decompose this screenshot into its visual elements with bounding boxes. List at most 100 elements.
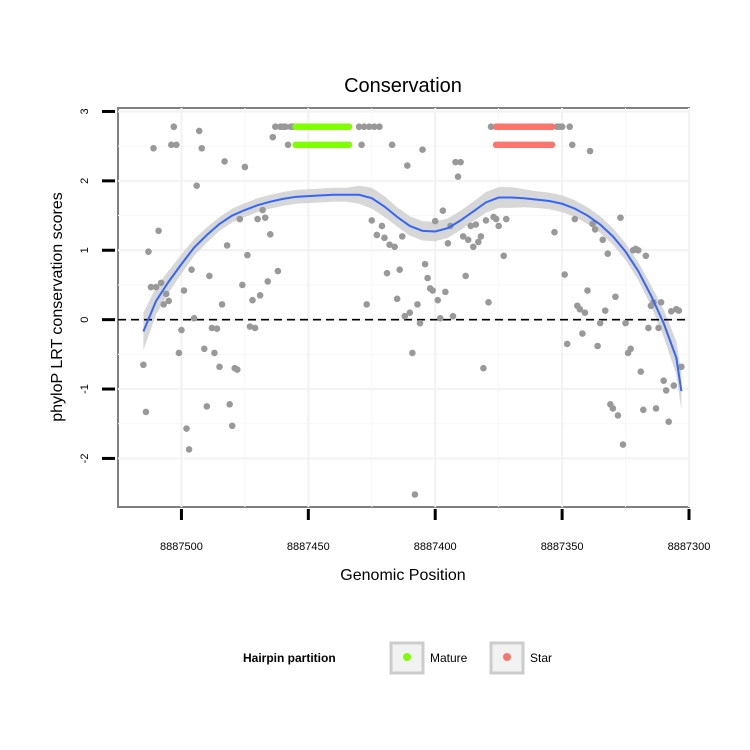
data-point [170, 123, 178, 131]
data-point [591, 226, 599, 233]
y-tick-label: -2 [79, 454, 91, 464]
data-point [264, 278, 272, 285]
data-point [495, 222, 502, 230]
y-tick-label: 2 [79, 178, 91, 184]
data-point [678, 363, 685, 371]
x-axis-label: Genomic Position [340, 567, 465, 584]
star-point [492, 141, 500, 149]
data-point [256, 292, 264, 299]
mature-point [292, 123, 299, 131]
data-point [180, 287, 188, 294]
legend-label-star: Star [530, 651, 552, 665]
data-point [472, 221, 480, 228]
data-point [558, 123, 566, 131]
grid-lines [118, 108, 690, 507]
x-tick-label: 8887350 [541, 541, 584, 553]
data-point [477, 233, 485, 240]
legend-title: Hairpin partition [243, 651, 336, 665]
data-point [617, 214, 624, 221]
data-point [254, 215, 261, 223]
data-point [162, 290, 170, 298]
data-point [241, 163, 249, 171]
data-point [419, 146, 426, 153]
data-point [140, 361, 147, 369]
data-point [221, 158, 228, 165]
data-point [576, 305, 584, 313]
data-point [396, 266, 403, 273]
data-point [211, 349, 218, 357]
data-point [609, 405, 617, 412]
data-point [670, 382, 678, 389]
data-point [368, 217, 376, 224]
data-point [642, 252, 650, 260]
data-point [459, 233, 467, 240]
data-point [640, 406, 647, 414]
data-point [358, 141, 365, 149]
y-axis: -2 -1 0 1 2 3 [79, 108, 115, 463]
data-point [500, 252, 508, 260]
data-point [452, 158, 459, 166]
data-point [442, 288, 449, 296]
data-point [424, 274, 431, 282]
data-point [612, 293, 619, 301]
data-point [206, 272, 213, 280]
data-point [645, 324, 652, 332]
data-point [355, 123, 363, 131]
data-point [594, 342, 601, 350]
data-point [213, 325, 221, 332]
x-tick-label: 8887450 [287, 541, 330, 553]
data-point [147, 283, 155, 291]
data-point [216, 363, 223, 371]
data-point [619, 441, 627, 448]
data-point [183, 425, 190, 432]
data-point [228, 422, 236, 430]
data-point [675, 307, 683, 314]
data-point [155, 227, 162, 235]
data-point [388, 141, 396, 149]
data-point [464, 236, 472, 244]
data-point [660, 377, 667, 385]
data-point [371, 123, 378, 131]
data-point [436, 314, 444, 322]
data-point [376, 123, 383, 131]
data-point [434, 296, 442, 304]
x-axis: 8887500 8887450 8887400 8887350 8887300 [160, 509, 710, 553]
legend-label-mature: Mature [430, 651, 468, 665]
data-point [393, 295, 401, 303]
data-point [622, 319, 629, 327]
smooth-curve [142, 193, 683, 392]
data-point [502, 215, 510, 223]
data-point [386, 241, 393, 249]
legend-mature-dot [403, 653, 411, 661]
data-point [469, 243, 477, 251]
data-point [406, 309, 414, 317]
data-point [462, 272, 469, 280]
confidence-band-area [143, 185, 682, 411]
data-point [662, 387, 670, 394]
data-point [665, 418, 672, 425]
data-point [226, 401, 233, 408]
data-point [601, 307, 609, 314]
data-point [373, 231, 381, 239]
data-point [152, 283, 160, 291]
data-point [195, 127, 203, 135]
data-point [272, 123, 279, 131]
data-point [599, 236, 607, 244]
x-tick-label: 8887500 [160, 541, 203, 553]
data-point [233, 366, 241, 373]
data-point [439, 207, 447, 214]
star-point [492, 123, 500, 131]
data-point [274, 267, 282, 275]
legend-star-dot [503, 653, 511, 661]
data-point [363, 301, 371, 308]
data-point [145, 248, 152, 255]
data-point [596, 319, 604, 327]
data-point [200, 345, 208, 353]
data-point [454, 173, 462, 180]
data-point [246, 323, 254, 330]
data-point [360, 123, 368, 131]
data-point [563, 340, 571, 348]
data-point [457, 158, 464, 166]
data-point [378, 222, 386, 230]
